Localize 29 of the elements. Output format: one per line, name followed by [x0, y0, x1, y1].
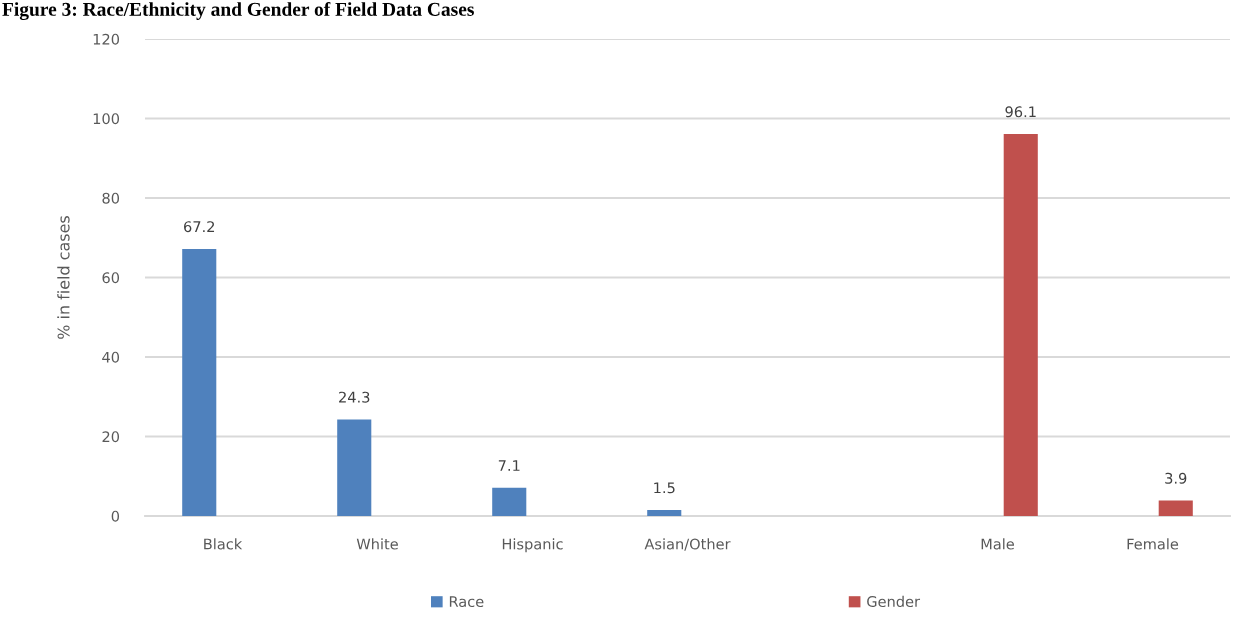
bar [1158, 500, 1193, 516]
y-tick-label: 60 [102, 272, 120, 284]
data-label: 96.1 [1005, 106, 1036, 118]
bar [647, 510, 682, 516]
bar [1003, 134, 1038, 516]
y-tick-label: 80 [102, 192, 120, 204]
x-tick-label: White [356, 538, 398, 550]
legend-label: Gender [867, 595, 921, 608]
data-label: 24.3 [339, 391, 370, 403]
bar [492, 487, 527, 516]
y-tick-label: 120 [93, 33, 120, 45]
y-axis-title: % in field cases [57, 216, 70, 339]
x-tick-label: Hispanic [502, 538, 563, 553]
x-tick-label: Asian/Other [644, 538, 731, 551]
x-tick-label: Black [204, 538, 243, 550]
bar [182, 248, 217, 516]
x-tick-label: Female [1127, 538, 1179, 550]
x-tick-label: Male [981, 538, 1014, 550]
y-tick-label: 0 [111, 510, 120, 522]
data-label: 3.9 [1165, 472, 1187, 484]
y-tick-label: 100 [93, 113, 120, 125]
y-tick-label: 40 [102, 351, 120, 363]
y-tick-label: 20 [102, 431, 120, 443]
legend-label: Race [449, 596, 484, 608]
chart-title: Figure 3: Race/Ethnicity and Gender of Field Data Cases [2, 2, 474, 20]
bar [337, 419, 372, 516]
data-label: 7.1 [498, 460, 520, 471]
data-label: 1.5 [654, 482, 675, 494]
data-label: 67.2 [184, 221, 215, 233]
